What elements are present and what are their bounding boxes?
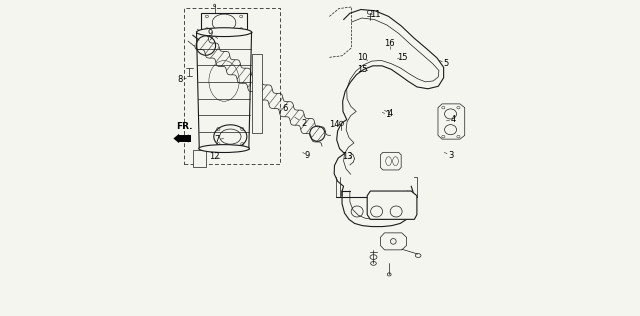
Text: 4: 4 (450, 115, 456, 124)
Text: 13: 13 (342, 152, 353, 161)
Text: 15: 15 (357, 65, 368, 74)
Polygon shape (380, 233, 406, 250)
Text: 9: 9 (208, 29, 213, 38)
Text: 3: 3 (448, 151, 453, 160)
Polygon shape (201, 13, 247, 32)
Text: 2: 2 (301, 119, 307, 128)
Text: 14: 14 (329, 119, 339, 129)
Text: 9: 9 (305, 151, 310, 160)
Polygon shape (252, 54, 262, 133)
Text: 5: 5 (444, 59, 449, 68)
FancyArrow shape (173, 134, 191, 143)
Polygon shape (438, 104, 465, 139)
Text: 15: 15 (397, 53, 408, 62)
Text: 11: 11 (370, 10, 380, 19)
Ellipse shape (198, 145, 250, 153)
Polygon shape (367, 191, 417, 219)
Text: 7: 7 (214, 135, 220, 144)
Text: 16: 16 (385, 39, 395, 48)
Text: 8: 8 (177, 76, 182, 84)
Text: 12: 12 (209, 152, 220, 161)
Text: FR.: FR. (176, 122, 193, 131)
Bar (184, 8, 280, 164)
Text: 10: 10 (357, 53, 368, 63)
Polygon shape (214, 125, 247, 149)
Text: 1: 1 (385, 110, 390, 119)
Text: 4: 4 (388, 109, 393, 118)
Ellipse shape (196, 28, 252, 37)
Polygon shape (380, 152, 401, 170)
Text: 6: 6 (282, 104, 287, 113)
Polygon shape (193, 150, 206, 167)
